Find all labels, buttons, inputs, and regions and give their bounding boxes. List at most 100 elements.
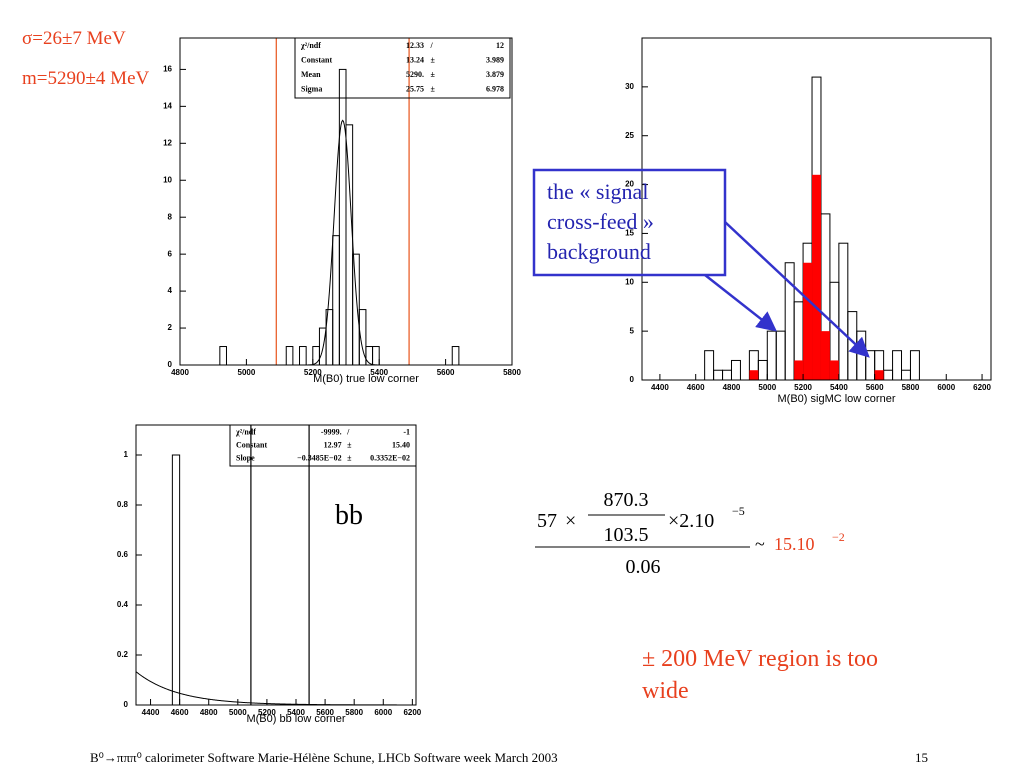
x-tick-label: 4400	[142, 708, 160, 717]
y-tick-label: 0.6	[117, 550, 129, 559]
fit-curve	[180, 119, 512, 365]
formula-result: −2	[832, 530, 845, 544]
x-tick-label: 6000	[374, 708, 392, 717]
y-tick-label: 0	[168, 360, 173, 369]
stats-text: ±	[430, 70, 435, 79]
stats-text: 12	[496, 41, 504, 50]
histogram-bar	[749, 370, 759, 380]
x-tick-label: 5000	[229, 708, 247, 717]
formula-result: 15.10	[774, 534, 815, 554]
footer: B⁰→πππ⁰ calorimeter Software Marie-Hélèn…	[90, 750, 558, 765]
y-tick-label: 0.2	[117, 650, 129, 659]
callout-arrow	[704, 274, 777, 332]
y-tick-label: 12	[163, 138, 172, 147]
x-tick-label: 5400	[830, 383, 848, 392]
y-tick-label: 2	[168, 323, 173, 332]
histogram-chart: 0 0.2 0.4 0.6 0.8 1 4400 4600 4800 5000 5200 5400 56…	[117, 424, 422, 725]
y-tick-label: 1	[124, 450, 129, 459]
formula-part: −5	[732, 504, 745, 518]
y-tick-label: 15	[625, 229, 634, 238]
stats-text: ±	[430, 56, 435, 65]
histogram-bar	[803, 262, 813, 380]
formula-part: 57	[537, 510, 557, 532]
stats-text: −0.3485E−02	[297, 453, 341, 462]
stats-box	[294, 37, 511, 99]
stats-text: 12.97	[324, 440, 342, 449]
callout-line: background	[547, 239, 651, 264]
x-tick-label: 5400	[370, 368, 388, 377]
stats-text: Slope	[236, 453, 255, 462]
stats-text: -1	[403, 427, 410, 436]
x-tick-label: 5600	[316, 708, 334, 717]
x-tick-label: 4600	[171, 708, 189, 717]
stats-text: Mean	[301, 70, 321, 79]
formula-part: 0.06	[626, 556, 661, 578]
y-tick-label: 20	[625, 180, 634, 189]
x-tick-label: 6200	[403, 708, 421, 717]
y-tick-label: 14	[163, 101, 172, 110]
stats-text: ±	[430, 85, 435, 94]
stats-text: /	[429, 41, 433, 50]
stats-text: 5290.	[406, 70, 424, 79]
y-tick-label: 0	[124, 700, 129, 709]
x-tick-label: 4800	[171, 368, 189, 377]
histogram-bar	[820, 331, 830, 380]
callout-arrow	[724, 221, 870, 358]
x-axis-label: M(B0) true low corner	[313, 373, 419, 385]
plot-area	[180, 68, 512, 365]
bb-label: bb	[335, 500, 363, 531]
x-tick-label: 5800	[503, 368, 521, 377]
x-axis-label: M(B0) bb low corner	[246, 713, 345, 725]
x-axis-label: M(B0) sigMC low corner	[778, 393, 896, 405]
stats-text: Constant	[301, 56, 332, 65]
x-tick-label: 5400	[287, 708, 305, 717]
histogram-chart: 0 2 4 6 8 10 12 14 16 4800 5000 5200 5400 5600 5800 M(B…	[163, 37, 521, 385]
stats-box	[229, 424, 417, 467]
stats-text: 15.40	[392, 440, 410, 449]
y-tick-label: 8	[168, 212, 173, 221]
x-tick-label: 4600	[687, 383, 705, 392]
formula-part: ×2.10	[668, 510, 714, 532]
histogram-bar	[829, 360, 839, 380]
y-tick-label: 4	[168, 286, 173, 295]
y-tick-label: 10	[625, 277, 634, 286]
formula-part: ×	[565, 510, 576, 532]
y-tick-label: 30	[625, 82, 634, 91]
histogram-bar	[171, 454, 181, 705]
histogram-bar	[794, 360, 804, 380]
callout-line: the « signal	[547, 179, 648, 204]
stats-text: 0.3352E−02	[370, 453, 410, 462]
remark: ± 200 MeV region is too	[642, 646, 878, 672]
stats-text: /	[346, 427, 350, 436]
x-tick-label: 5000	[758, 383, 776, 392]
y-tick-label: 10	[163, 175, 172, 184]
y-tick-label: 6	[168, 249, 173, 258]
mass-text: m=5290±4 MeV	[22, 68, 149, 89]
x-tick-label: 5600	[866, 383, 884, 392]
stats-text: ±	[347, 440, 352, 449]
frame	[641, 37, 992, 381]
remark: wide	[642, 678, 689, 704]
y-tick-label: 0	[630, 375, 635, 384]
formula-part: 870.3	[604, 489, 649, 511]
histogram-bar	[812, 174, 821, 380]
formula-part: 103.5	[604, 524, 649, 546]
stats-text: 12.33	[406, 41, 424, 50]
x-tick-label: 6200	[973, 383, 991, 392]
sigma-text: σ=26±7 MeV	[22, 28, 126, 49]
y-tick-label: 0.4	[117, 600, 129, 609]
stats-text: χ²/ndf	[235, 427, 256, 436]
stats-text: Sigma	[301, 85, 322, 94]
x-tick-label: 5800	[345, 708, 363, 717]
stats-text: 3.989	[486, 56, 504, 65]
stats-text: ±	[347, 453, 352, 462]
stats-text: 13.24	[406, 56, 424, 65]
x-tick-label: 5000	[238, 368, 256, 377]
histogram-bar	[730, 359, 741, 380]
x-tick-label: 4800	[723, 383, 741, 392]
stats-text: 6.978	[486, 85, 504, 94]
x-tick-label: 5200	[304, 368, 322, 377]
histogram-bar	[874, 370, 884, 380]
